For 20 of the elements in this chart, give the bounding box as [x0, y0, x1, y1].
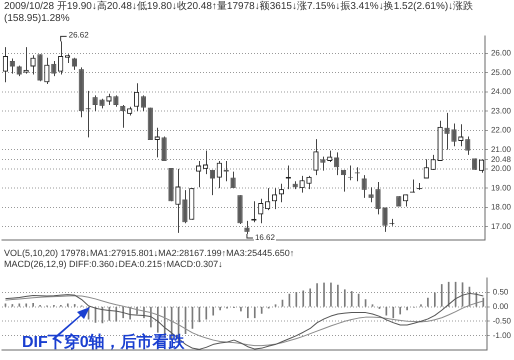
y-tick-label: 20.00	[490, 164, 512, 174]
annotation: 16.62	[254, 233, 276, 242]
y-tick-label: -1.00	[492, 330, 512, 340]
y-tick-label: 20.48	[490, 154, 512, 164]
y-tick-label: 26.00	[490, 48, 512, 58]
y-tick-label: 0.50	[492, 287, 509, 296]
y-tick-label: 25.00	[490, 68, 512, 77]
y-tick-label: 23.00	[490, 106, 512, 116]
y-tick-label: 17.00	[490, 222, 512, 231]
annotation: 26.62	[68, 30, 90, 40]
y-tick-label: 24.00	[490, 87, 512, 96]
y-tick-label: -0.50	[492, 316, 512, 326]
y-tick-label: 21.00	[490, 144, 512, 154]
y-tick-label: 22.00	[490, 126, 512, 135]
text: MACD(26,12,9) DIFF:0.360↓DEA:0.215↑MACD:0.307↓	[3, 259, 224, 270]
chart-subtitle: 2009/10/28 开19.90↓高20.48↓低19.80↓收20.48↑量17978↓额3615↓涨7.15%↓振3.41%↓换1.52(2.61%)↓涨跌(158.95)1.28%	[3, 0, 474, 26]
y-tick-label: 19.00	[490, 183, 512, 192]
y-tick-label: 0.00	[492, 302, 509, 311]
text: VOL(5,10,20) 17978↓MA1:27915.801↓MA2:28167.199↑MA3:25445.650↑	[3, 248, 296, 259]
y-tick-label: 18.00	[490, 202, 512, 212]
